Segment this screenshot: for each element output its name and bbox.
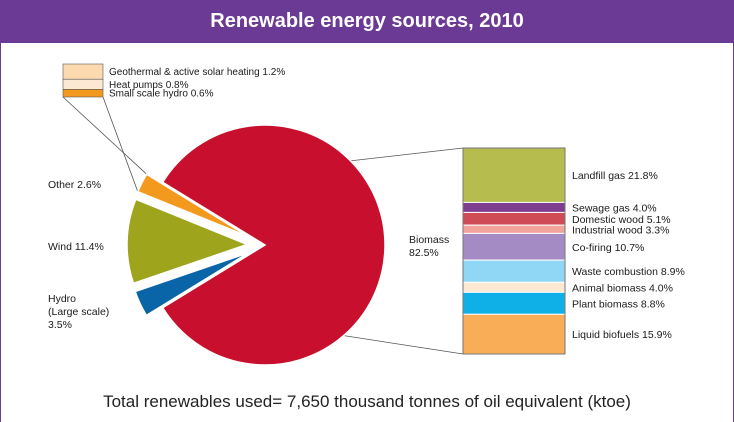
label-other: Other 2.6% [48, 179, 101, 191]
total-footnote: Total renewables used= 7,650 thousand to… [103, 392, 631, 411]
biomass-segment-label-6: Waste combustion 8.9% [572, 266, 685, 278]
biomass-segment-4 [462, 224, 566, 234]
biomass-segment-label-8: Plant biomass 8.8% [572, 298, 665, 310]
biomass-bar-outline [462, 147, 566, 355]
biomass-segment-label-9: Liquid biofuels 15.9% [572, 329, 672, 341]
other-segment-1 [62, 63, 104, 80]
biomass-segment-2 [462, 201, 566, 213]
title-bar [0, 0, 734, 43]
biomass-segment-label-2: Sewage gas 4.0% [572, 202, 657, 214]
other-segment-label-2: Heat pumps 0.8% [109, 80, 189, 91]
other-segment-label-3: Small scale hydro 0.6% [109, 89, 214, 100]
biomass-segment-8 [462, 291, 566, 315]
other-connector-left [62, 96, 147, 175]
label-biomass: Biomass 82.5% [409, 234, 449, 259]
biomass-segment-label-3: Domestic wood 5.1% [572, 214, 671, 226]
biomass-segment-label-7: Animal biomass 4.0% [572, 282, 673, 294]
label-wind: Wind 11.4% [48, 241, 104, 253]
biomass-segment-label-4: Industrial wood 3.3% [572, 224, 669, 236]
chart-labels: Landfill gas 21.8% Sewage gas 4.0%Domesti… [48, 67, 685, 341]
biomass-segment-6 [462, 259, 566, 283]
biomass-segment-7 [462, 281, 566, 293]
pie-chart [126, 124, 386, 366]
pie-slice-3 [126, 198, 250, 285]
biomass-segment-label-5: Co-firing 10.7% [572, 242, 644, 254]
biomass-segment-1 [462, 147, 566, 203]
biomass-segment-5 [462, 232, 566, 261]
other-segment-label-1: Geothermal & active solar heating 1.2% [109, 67, 285, 78]
chart-title: Renewable energy sources, 2010 [210, 10, 524, 32]
pie-slice-1 [161, 124, 386, 366]
pie-slice-4 [136, 173, 250, 238]
pie-slice-2 [134, 251, 250, 317]
other-connector-right [102, 96, 139, 192]
other-segment-2 [62, 78, 104, 90]
left-border [0, 43, 1, 422]
biomass-segment-3 [462, 211, 566, 226]
biomass-segment-label-1: Landfill gas 21.8% [572, 170, 658, 182]
biomass-breakdown-bar [462, 147, 566, 355]
biomass-segment-9 [462, 313, 566, 355]
other-segment-3 [62, 89, 104, 98]
other-breakdown-bar [62, 63, 104, 98]
label-hydro: Hydro (Large scale) 3.5% [48, 293, 109, 331]
